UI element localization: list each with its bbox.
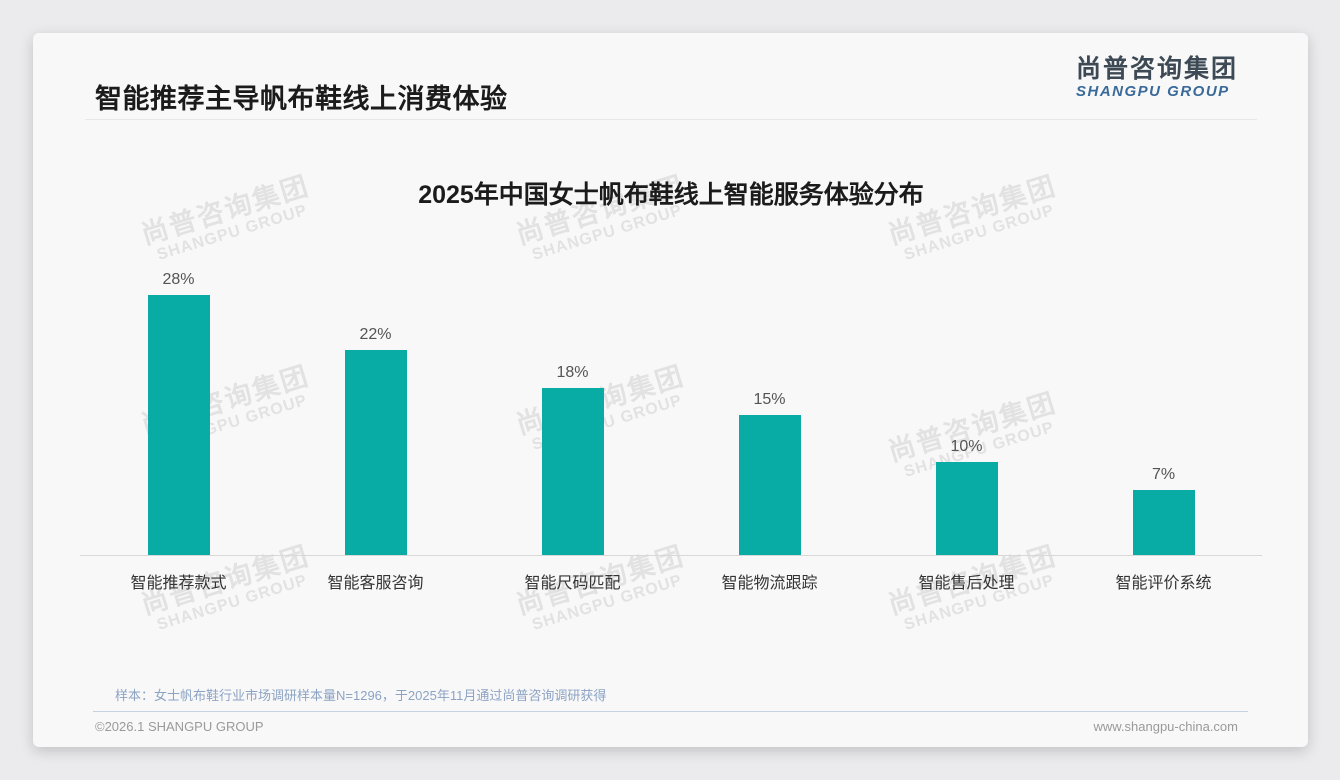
source-note: 样本：女士帆布鞋行业市场调研样本量N=1296，于2025年11月通过尚普咨询调… [115, 688, 607, 703]
bar [344, 350, 407, 555]
footer: ©2026.1 SHANGPU GROUP www.shangpu-china.… [95, 719, 1238, 734]
category-axis-labels: 智能推荐款式 智能客服咨询 智能尺码匹配 智能物流跟踪 智能售后处理 智能评价系统 [80, 569, 1262, 593]
category-label: 智能物流跟踪 [721, 575, 818, 592]
logo-english-text: SHANGPU GROUP [1075, 83, 1230, 100]
footer-divider [93, 711, 1248, 712]
copyright-text: ©2026.1 SHANGPU GROUP [95, 719, 264, 734]
bar-value-label: 10% [950, 438, 983, 455]
category-label: 智能客服咨询 [327, 575, 424, 592]
website-link[interactable]: www.shangpu-china.com [1093, 719, 1238, 734]
company-logo: 尚普咨询集团 SHANGPU GROUP [1076, 55, 1238, 101]
bar [541, 388, 604, 555]
bar-value-label: 28% [162, 271, 195, 288]
bar-slot: 15% [671, 255, 868, 555]
bar-slot: 10% [868, 255, 1065, 555]
bar-value-label: 22% [359, 326, 392, 343]
x-axis-line [80, 555, 1262, 556]
category-label: 智能推荐款式 [130, 575, 227, 592]
bar-slot: 7% [1065, 255, 1262, 555]
category-label: 智能尺码匹配 [524, 575, 621, 592]
bar-value-label: 15% [753, 391, 786, 408]
bar [738, 415, 801, 555]
bar [1132, 490, 1195, 555]
title-divider [85, 119, 1257, 120]
slide-card: 尚普咨询集团 SHANGPU GROUP 尚普咨询集团 SHANGPU GROUP 尚普… [33, 33, 1308, 747]
category-label: 智能售后处理 [918, 575, 1015, 592]
bar-chart: 28% 22% 18% 15% 10% 7% [80, 255, 1262, 555]
bar-slot: 22% [277, 255, 474, 555]
bar-slot: 28% [80, 255, 277, 555]
bar [147, 295, 210, 555]
chart-title: 2025年中国女士帆布鞋线上智能服务体验分布 [418, 181, 924, 209]
category-label: 智能评价系统 [1115, 575, 1212, 592]
bar-value-label: 7% [1151, 466, 1176, 483]
logo-chinese-text: 尚普咨询集团 [1075, 55, 1238, 83]
bar-value-label: 18% [556, 364, 589, 381]
bar-slot: 18% [474, 255, 671, 555]
bar [935, 462, 998, 555]
page-title: 智能推荐主导帆布鞋线上消费体验 [95, 84, 508, 114]
